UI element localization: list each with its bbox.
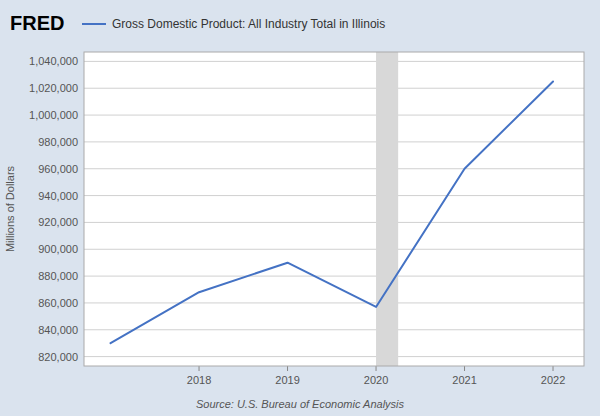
y-axis-label: Millions of Dollars (4, 165, 16, 252)
x-tick (464, 366, 465, 371)
x-tick-label: 2018 (187, 374, 211, 386)
grid-line (84, 195, 584, 196)
y-tick-label: 900,000 (38, 243, 78, 255)
grid-line (84, 329, 584, 330)
y-tick-label: 880,000 (38, 270, 78, 282)
x-tick (376, 366, 377, 371)
recession-shade (376, 52, 398, 366)
grid-line (84, 249, 584, 250)
grid-line (84, 61, 584, 62)
y-tick-label: 1,040,000 (29, 55, 78, 67)
x-tick-label: 2019 (275, 374, 299, 386)
grid-line (84, 222, 584, 223)
grid-line (84, 168, 584, 169)
grid-line (84, 141, 584, 142)
source: Source: U.S. Bureau of Economic Analysis (196, 398, 405, 410)
x-tick (287, 366, 288, 371)
grid-line (84, 88, 584, 89)
y-tick-label: 920,000 (38, 216, 78, 228)
y-tick-label: 1,000,000 (29, 109, 78, 121)
x-tick-label: 2020 (364, 374, 388, 386)
plot-frame (84, 52, 584, 366)
series-line (111, 82, 553, 344)
grid-line (84, 356, 584, 357)
y-tick-label: 980,000 (38, 136, 78, 148)
plot-marks (111, 52, 553, 366)
legend-swatch (82, 23, 106, 25)
y-tick-label: 960,000 (38, 163, 78, 175)
y-tick-label: 860,000 (38, 297, 78, 309)
legend-label: Gross Domestic Product: All Industry Tot… (112, 17, 385, 31)
grid-line (84, 115, 584, 116)
plot-area (84, 52, 584, 366)
grid-line (84, 302, 584, 303)
chart: 820,000 840,000 860,000 880,000 900,000 920,0… (0, 0, 600, 416)
title: FRED (10, 12, 64, 34)
x-tick-label: 2021 (452, 374, 476, 386)
grid-line (84, 276, 584, 277)
y-tick-label: 1,020,000 (29, 82, 78, 94)
y-tick-label: 940,000 (38, 190, 78, 202)
x-tick (553, 366, 554, 371)
background (0, 0, 600, 416)
x-tick (199, 366, 200, 371)
y-tick-label: 840,000 (38, 324, 78, 336)
y-tick-label: 820,000 (38, 351, 78, 363)
x-tick-label: 2022 (541, 374, 565, 386)
